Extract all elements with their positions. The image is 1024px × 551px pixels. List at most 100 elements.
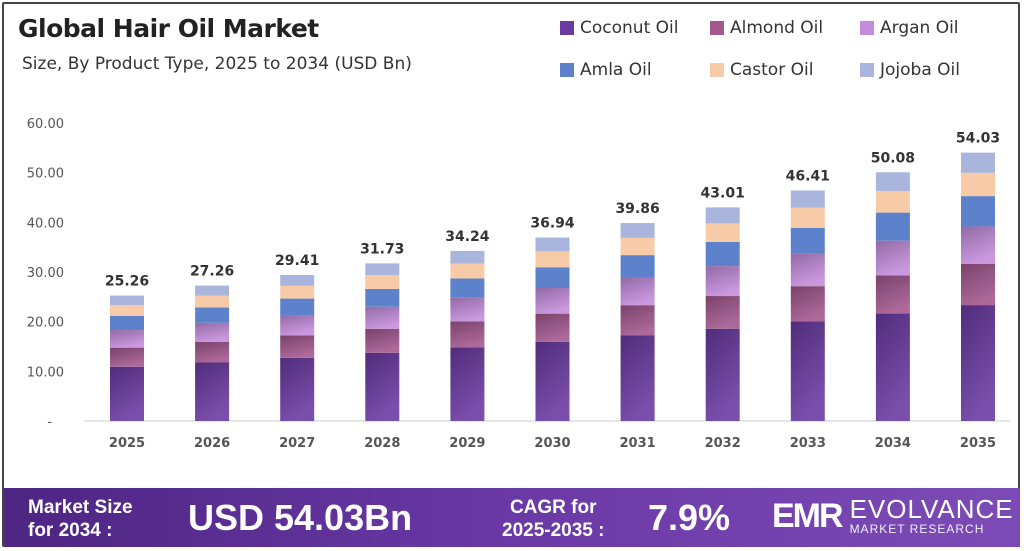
bar-segment-almond-oil (705, 296, 740, 329)
total-label: 34.24 (445, 229, 490, 245)
bar-segment-almond-oil (280, 335, 315, 358)
bar-segment-almond-oil (620, 305, 655, 336)
total-label: 54.03 (956, 131, 1000, 147)
bar-segment-jojoba-oil (705, 207, 740, 224)
bar-segment-coconut-oil (875, 313, 910, 421)
bar-segment-coconut-oil (110, 366, 144, 421)
bar-segment-jojoba-oil (110, 295, 144, 305)
total-label: 29.41 (275, 253, 319, 269)
bar-segment-jojoba-oil (620, 223, 655, 238)
bar-segment-castor-oil (535, 251, 570, 268)
market-size-label-line2: for 2034 : (28, 520, 113, 541)
y-tick-label: 40.00 (27, 216, 64, 231)
bar-segment-jojoba-oil (790, 190, 825, 208)
y-tick-label: - (47, 415, 52, 430)
bar-segment-castor-oil (705, 223, 740, 243)
x-tick-label: 2028 (364, 436, 400, 451)
bar-segment-almond-oil (535, 313, 570, 342)
market-size-value: USD 54.03Bn (188, 497, 413, 538)
total-label: 36.94 (530, 216, 575, 232)
legend-swatch (560, 21, 574, 35)
market-size-label: Market Size for 2034 : (28, 496, 133, 542)
bar-segment-coconut-oil (280, 357, 315, 421)
bar-segment-argan-oil (875, 240, 910, 276)
total-label: 25.26 (105, 274, 149, 290)
legend-swatch (710, 21, 724, 35)
legend-item: Castor Oil (710, 60, 860, 80)
bar-segment-castor-oil (961, 172, 995, 197)
bar-segment-castor-oil (620, 237, 655, 256)
bar-segment-amla-oil (195, 307, 230, 323)
bar-segment-jojoba-oil (280, 274, 315, 286)
bar-segment-castor-oil (875, 190, 910, 213)
bar-segment-almond-oil (365, 328, 400, 353)
legend-swatch (860, 63, 874, 77)
stacked-bar-chart: - 10.00 20.00 30.00 40.00 50.00 60.00 25.26 2025… (27, 117, 1010, 451)
x-tick-label: 2029 (449, 436, 485, 451)
bar-segment-argan-oil (620, 277, 655, 306)
bar-segment-coconut-oil (535, 341, 570, 421)
x-tick-label: 2025 (109, 436, 145, 451)
bar-segment-argan-oil (790, 253, 825, 287)
bar-segment-amla-oil (790, 227, 825, 254)
total-label: 50.08 (871, 150, 915, 166)
total-label: 31.73 (360, 241, 404, 257)
bar-segment-argan-oil (365, 306, 400, 329)
bar-segment-almond-oil (961, 264, 995, 306)
bar-segment-almond-oil (875, 275, 910, 314)
bar-segment-coconut-oil (450, 347, 485, 421)
chart-subtitle: Size, By Product Type, 2025 to 2034 (USD… (22, 54, 412, 74)
legend-label: Jojoba Oil (880, 60, 960, 80)
market-size-label-line1: Market Size (28, 497, 133, 518)
bar-segment-argan-oil (280, 315, 315, 336)
x-tick-label: 2031 (620, 436, 656, 451)
bar-segment-castor-oil (365, 275, 400, 289)
y-tick-label: 20.00 (27, 316, 64, 331)
total-label: 46.41 (786, 168, 830, 184)
bar-segment-amla-oil (875, 212, 910, 241)
bar-segment-castor-oil (110, 304, 144, 316)
bar-segment-amla-oil (620, 255, 655, 278)
bar-segment-coconut-oil (790, 321, 825, 421)
bar-segment-jojoba-oil (961, 152, 995, 173)
cagr-label: CAGR for 2025-2035 : (502, 496, 604, 542)
bar-segment-coconut-oil (961, 305, 995, 421)
x-tick-label: 2033 (790, 436, 826, 451)
bar-segment-argan-oil (535, 287, 570, 314)
legend-item: Coconut Oil (560, 18, 710, 38)
bar-segment-argan-oil (961, 226, 995, 265)
x-tick-label: 2026 (194, 436, 230, 451)
bar-segment-argan-oil (110, 330, 144, 348)
bar-segment-coconut-oil (195, 362, 230, 421)
bar-segment-amla-oil (705, 242, 740, 267)
bar-segment-amla-oil (280, 298, 315, 316)
y-tick-label: 10.00 (27, 365, 64, 380)
bar-segment-almond-oil (790, 286, 825, 322)
evolvance-logo: EMR EVOLVANCE MARKET RESEARCH (772, 496, 1014, 536)
y-tick-label: 30.00 (27, 266, 64, 281)
logo-name: EVOLVANCE (849, 494, 1014, 524)
legend-label: Argan Oil (880, 18, 959, 38)
cagr-label-line1: CAGR for (509, 497, 597, 518)
bar-segment-argan-oil (450, 297, 485, 322)
bar-segment-almond-oil (110, 347, 144, 367)
x-tick-label: 2027 (279, 436, 315, 451)
legend-item: Amla Oil (560, 60, 710, 80)
bar-segment-castor-oil (195, 295, 230, 308)
bar-segment-jojoba-oil (450, 250, 485, 264)
bar-segment-almond-oil (450, 321, 485, 348)
bar-segment-argan-oil (705, 266, 740, 297)
x-tick-label: 2035 (960, 436, 996, 451)
legend-swatch (860, 21, 874, 35)
summary-banner: Market Size for 2034 : USD 54.03Bn CAGR … (4, 488, 1020, 547)
x-tick-label: 2030 (534, 436, 570, 451)
bar-segment-castor-oil (790, 207, 825, 228)
y-tick-label: 60.00 (27, 117, 64, 132)
bar-segment-jojoba-oil (875, 172, 910, 191)
bar-segment-amla-oil (961, 196, 995, 227)
bar-segment-castor-oil (450, 263, 485, 279)
cagr-value: 7.9% (648, 497, 731, 538)
bar-segment-coconut-oil (365, 352, 400, 421)
legend-swatch (710, 63, 724, 77)
legend-swatch (560, 63, 574, 77)
